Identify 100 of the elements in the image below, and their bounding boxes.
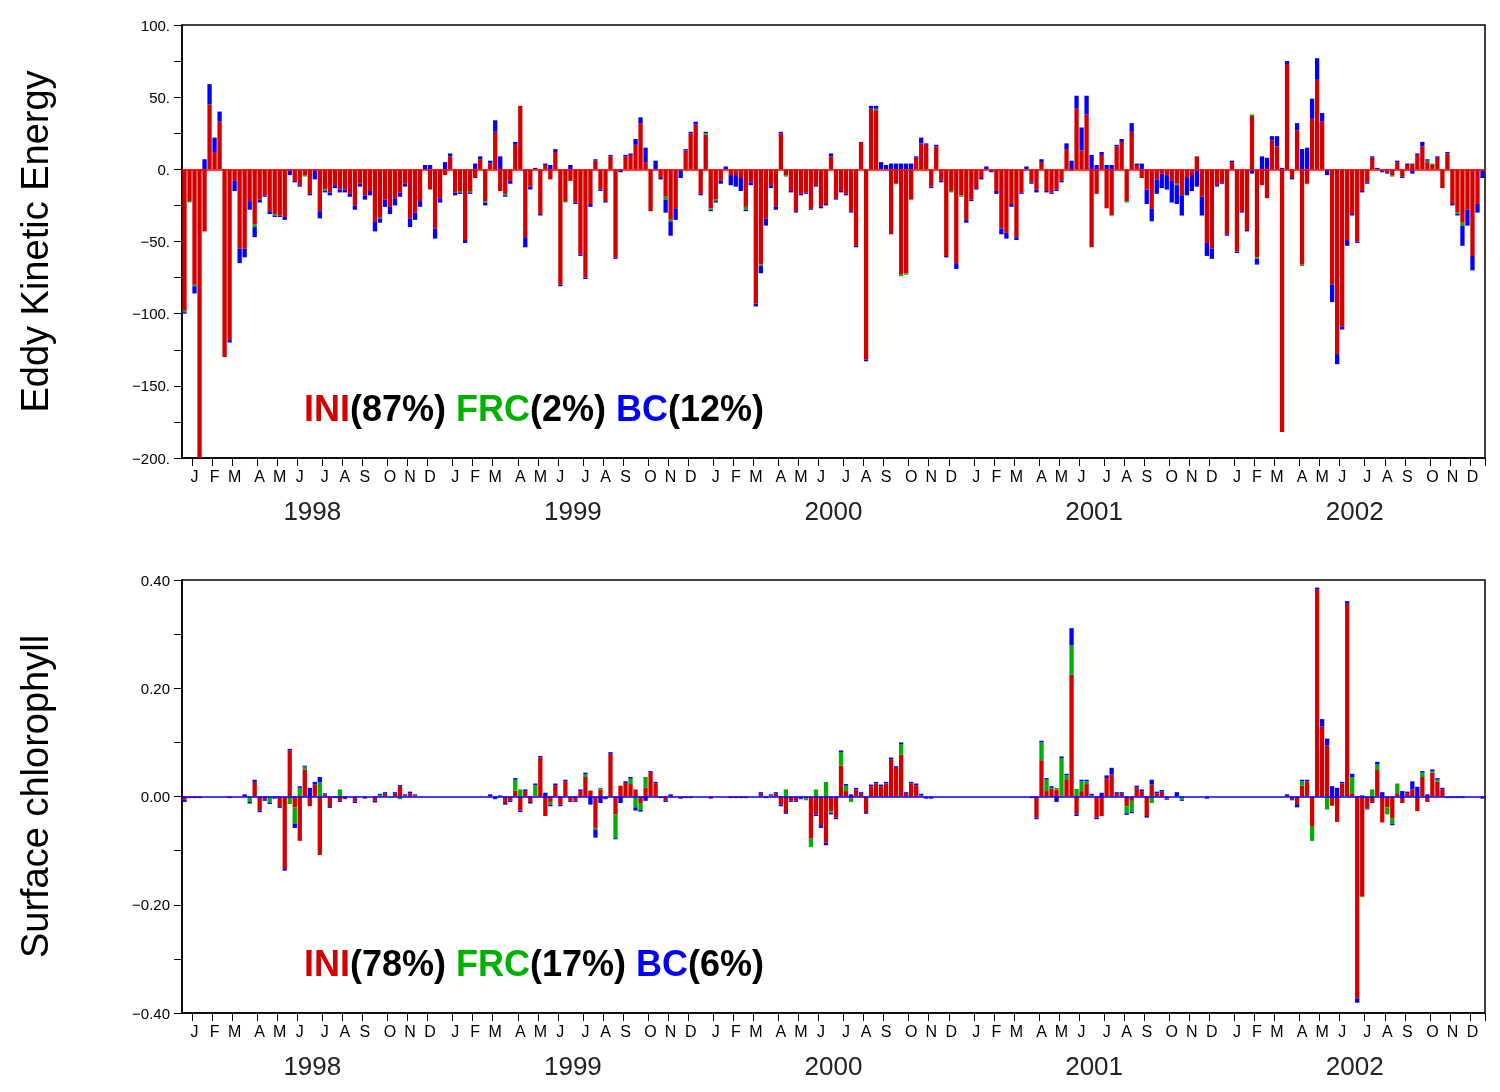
y-tick-label: 50. <box>149 88 170 106</box>
x-tick-label: M <box>749 1022 763 1040</box>
x-tick-label: S <box>880 1022 892 1040</box>
x-tick-label: J <box>556 1022 565 1040</box>
x-tick-label: J <box>1232 1022 1241 1040</box>
x-tick-label: D <box>945 467 958 485</box>
y-tick-label: 0. <box>157 160 170 178</box>
x-tick-label: S <box>1401 1022 1413 1040</box>
x-tick-label: A <box>1121 1022 1133 1040</box>
x-tick-label: J <box>581 467 590 485</box>
x-tick-label: O <box>383 467 397 485</box>
x-tick-label: N <box>1446 1022 1459 1040</box>
x-tick-label: S <box>1141 1022 1153 1040</box>
x-tick-label: A <box>514 1022 526 1040</box>
x-tick-label: S <box>1401 467 1413 485</box>
x-tick-label: O <box>904 1022 918 1040</box>
x-tick-label: J <box>1338 467 1347 485</box>
x-tick-label: D <box>1206 467 1218 485</box>
x-tick-label: O <box>1426 1022 1439 1040</box>
x-tick-label: J <box>842 1022 851 1040</box>
x-tick-label: J <box>451 1022 460 1040</box>
x-tick-label: J <box>320 467 329 485</box>
x-tick-label: O <box>904 467 918 485</box>
x-tick-label: J <box>1338 1022 1347 1040</box>
x-tick-label: M <box>749 467 763 485</box>
annotation: (87%) <box>350 387 447 429</box>
x-tick-label: A <box>600 467 612 485</box>
x-tick-label: O <box>1426 467 1439 485</box>
x-tick-label: M <box>488 467 502 485</box>
text: BC <box>636 942 689 984</box>
x-tick-label: N <box>925 1022 938 1040</box>
x-tick-label: M <box>1315 1022 1329 1040</box>
x-tick-label: J <box>1077 1022 1086 1040</box>
x-tick-label: S <box>620 467 631 485</box>
x-tick-label: A <box>254 1022 266 1040</box>
text: 2002 <box>1325 496 1384 526</box>
x-tick-label: F <box>1252 467 1263 485</box>
x-tick-label: F <box>991 1022 1002 1040</box>
x-tick-label: N <box>1186 1022 1198 1040</box>
x-tick-label: D <box>424 467 436 485</box>
x-tick-label: N <box>1186 467 1198 485</box>
x-tick-label: J <box>320 1022 329 1040</box>
x-tick-label: S <box>359 1022 371 1040</box>
x-tick-label: M <box>533 467 547 485</box>
y-tick-label: −0.20 <box>132 896 170 914</box>
x-tick-label: F <box>470 1022 481 1040</box>
x-tick-label: A <box>1296 1022 1308 1040</box>
x-tick-label: J <box>711 467 720 485</box>
x-tick-label: D <box>1466 467 1479 485</box>
x-tick-label: M <box>1270 1022 1284 1040</box>
y-tick-label: −150. <box>132 377 170 395</box>
text: FRC <box>456 387 531 429</box>
x-tick-label: O <box>1165 1022 1179 1040</box>
x-tick-label: D <box>684 1022 697 1040</box>
x-tick-label: D <box>424 1022 436 1040</box>
x-tick-label: S <box>359 467 371 485</box>
x-tick-label: A <box>775 1022 787 1040</box>
x-tick-label: A <box>860 467 872 485</box>
x-tick-label: J <box>816 467 825 485</box>
x-tick-label: N <box>404 1022 416 1040</box>
x-tick-label: F <box>209 1022 220 1040</box>
text: INI <box>304 942 351 984</box>
text: 2000 <box>804 496 863 526</box>
x-tick-label: D <box>1466 1022 1479 1040</box>
x-tick-label: M <box>1054 467 1069 485</box>
x-tick-label: A <box>1121 467 1133 485</box>
x-tick-label: M <box>227 467 242 485</box>
x-tick-label: F <box>730 467 741 485</box>
x-tick-label: A <box>600 1022 612 1040</box>
x-tick-label: J <box>295 467 304 485</box>
x-tick-label: A <box>1036 467 1048 485</box>
x-tick-label: A <box>254 467 266 485</box>
x-tick-label: J <box>556 467 565 485</box>
x-tick-label: A <box>1036 1022 1048 1040</box>
x-tick-label: D <box>1206 1022 1218 1040</box>
x-tick-label: J <box>1102 467 1111 485</box>
x-tick-label: D <box>684 467 697 485</box>
x-tick-label: M <box>1315 467 1329 485</box>
x-tick-label: F <box>1252 1022 1263 1040</box>
y-tick-label: −100. <box>132 305 170 323</box>
x-tick-label: S <box>1141 467 1153 485</box>
annotation: (6%) <box>688 942 765 984</box>
x-tick-label: J <box>190 467 199 485</box>
y-tick-label: 0.20 <box>140 679 170 697</box>
x-tick-label: N <box>1446 467 1459 485</box>
x-tick-label: J <box>711 1022 720 1040</box>
x-tick-label: N <box>664 467 677 485</box>
x-tick-label: M <box>273 1022 287 1040</box>
x-tick-label: J <box>1363 1022 1372 1040</box>
y-tick-label: 0.00 <box>140 788 170 805</box>
x-tick-label: F <box>991 467 1002 485</box>
x-tick-label: M <box>1054 1022 1069 1040</box>
text: FRC <box>456 942 531 984</box>
x-tick-label: A <box>1381 1022 1393 1040</box>
x-tick-label: A <box>1381 467 1393 485</box>
text: 2000 <box>804 1051 863 1081</box>
x-tick-label: M <box>488 1022 502 1040</box>
x-tick-label: J <box>581 1022 590 1040</box>
text: 1999 <box>543 1051 602 1081</box>
y-tick-label: −50. <box>140 233 170 250</box>
